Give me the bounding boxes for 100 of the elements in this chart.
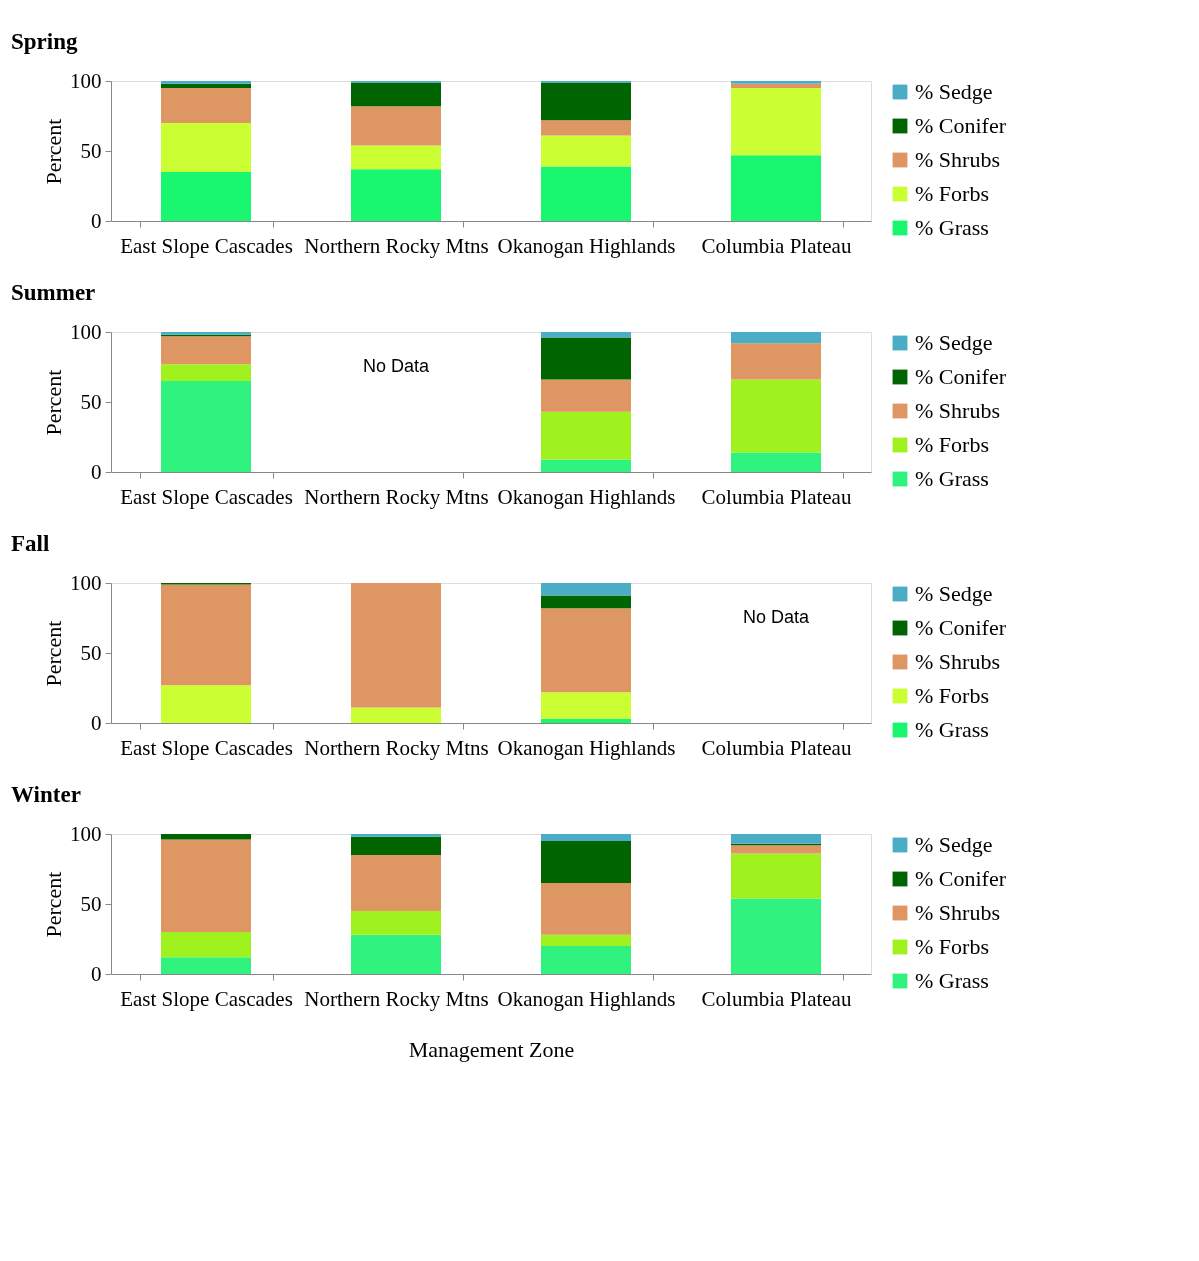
bar bbox=[541, 120, 631, 136]
chart-title: Fall bbox=[11, 531, 50, 556]
bar bbox=[541, 841, 631, 883]
legend-label: % Grass bbox=[915, 466, 989, 491]
bar bbox=[541, 692, 631, 719]
y-tick-label: 100 bbox=[70, 570, 102, 595]
legend-label: % Conifer bbox=[915, 866, 1007, 891]
bar bbox=[161, 336, 251, 365]
bar bbox=[541, 166, 631, 221]
bar bbox=[541, 411, 631, 460]
x-tick-label: Okanogan Highlands bbox=[497, 735, 676, 760]
legend-label: % Shrubs bbox=[915, 649, 1000, 674]
x-tick-label: Columbia Plateau bbox=[701, 233, 852, 258]
annotation: No Data bbox=[742, 607, 810, 627]
bar bbox=[541, 332, 631, 338]
bar bbox=[541, 608, 631, 693]
bar bbox=[731, 332, 821, 344]
x-tick-label: Northern Rocky Mtns bbox=[304, 735, 489, 760]
bar bbox=[541, 934, 631, 946]
bar bbox=[161, 834, 251, 840]
x-tick-label: East Slope Cascades bbox=[120, 484, 293, 509]
x-axis-title: Management Zone bbox=[408, 1036, 575, 1062]
x-tick-label: Northern Rocky Mtns bbox=[304, 484, 489, 509]
bar bbox=[541, 135, 631, 167]
bar bbox=[161, 839, 251, 932]
bar bbox=[351, 106, 441, 146]
y-tick-label: 100 bbox=[70, 68, 102, 93]
bar bbox=[541, 595, 631, 609]
bar bbox=[541, 718, 631, 723]
x-tick-label: East Slope Cascades bbox=[120, 233, 293, 258]
bar bbox=[541, 583, 631, 596]
x-tick-label: Okanogan Highlands bbox=[497, 986, 676, 1011]
legend-label: % Sedge bbox=[915, 330, 993, 355]
y-tick-label: 50 bbox=[80, 138, 102, 163]
y-axis-title: Percent bbox=[41, 118, 66, 185]
bar bbox=[731, 853, 821, 899]
bar bbox=[161, 957, 251, 974]
y-tick-label: 50 bbox=[80, 891, 102, 916]
legend-label: % Sedge bbox=[915, 832, 993, 857]
bar bbox=[731, 845, 821, 854]
bar bbox=[541, 459, 631, 472]
bar bbox=[731, 155, 821, 221]
bar bbox=[161, 81, 251, 84]
legend-label: % Forbs bbox=[915, 181, 989, 206]
legend-label: % Conifer bbox=[915, 364, 1007, 389]
bar bbox=[351, 855, 441, 911]
legend-label: % Grass bbox=[915, 215, 989, 240]
bar bbox=[731, 379, 821, 453]
legend-label: % Sedge bbox=[915, 79, 993, 104]
bar bbox=[161, 83, 251, 88]
y-tick-label: 0 bbox=[91, 710, 102, 735]
bar bbox=[161, 584, 251, 686]
legend-label: % Conifer bbox=[915, 615, 1007, 640]
bar bbox=[731, 88, 821, 156]
legend-label: % Grass bbox=[915, 968, 989, 993]
annotation: No Data bbox=[362, 356, 430, 376]
x-tick-label: Northern Rocky Mtns bbox=[304, 986, 489, 1011]
chart-title: Summer bbox=[11, 280, 96, 305]
x-tick-label: East Slope Cascades bbox=[120, 735, 293, 760]
bar bbox=[351, 145, 441, 170]
bar bbox=[351, 911, 441, 935]
bar bbox=[351, 934, 441, 974]
legend-label: % Conifer bbox=[915, 113, 1007, 138]
legend-label: % Shrubs bbox=[915, 398, 1000, 423]
x-tick-label: Columbia Plateau bbox=[701, 986, 852, 1011]
bar bbox=[731, 83, 821, 88]
bar bbox=[731, 834, 821, 844]
bar bbox=[351, 834, 441, 837]
legend-label: % Forbs bbox=[915, 683, 989, 708]
legend-label: % Grass bbox=[915, 717, 989, 742]
y-tick-label: 100 bbox=[70, 821, 102, 846]
bar bbox=[161, 685, 251, 723]
bar bbox=[351, 169, 441, 221]
y-tick-label: 50 bbox=[80, 389, 102, 414]
y-tick-label: 100 bbox=[70, 319, 102, 344]
x-tick-label: Northern Rocky Mtns bbox=[304, 233, 489, 258]
legend-label: % Sedge bbox=[915, 581, 993, 606]
bar bbox=[161, 88, 251, 123]
x-tick-label: Columbia Plateau bbox=[701, 735, 852, 760]
bar bbox=[731, 343, 821, 380]
x-tick-label: Okanogan Highlands bbox=[497, 233, 676, 258]
chart-title: Winter bbox=[11, 782, 81, 807]
bar bbox=[731, 898, 821, 974]
y-tick-label: 0 bbox=[91, 459, 102, 484]
legend-label: % Shrubs bbox=[915, 900, 1000, 925]
legend-label: % Forbs bbox=[915, 432, 989, 457]
bar bbox=[541, 379, 631, 412]
bar bbox=[731, 452, 821, 472]
bar bbox=[351, 707, 441, 723]
bar bbox=[351, 82, 441, 107]
bar bbox=[351, 583, 441, 708]
bar bbox=[541, 946, 631, 974]
y-tick-label: 50 bbox=[80, 640, 102, 665]
bar bbox=[731, 81, 821, 84]
x-tick-label: Okanogan Highlands bbox=[497, 484, 676, 509]
legend-label: % Shrubs bbox=[915, 147, 1000, 172]
bar bbox=[541, 883, 631, 935]
y-tick-label: 0 bbox=[91, 961, 102, 986]
bar bbox=[161, 932, 251, 958]
legend-label: % Forbs bbox=[915, 934, 989, 959]
